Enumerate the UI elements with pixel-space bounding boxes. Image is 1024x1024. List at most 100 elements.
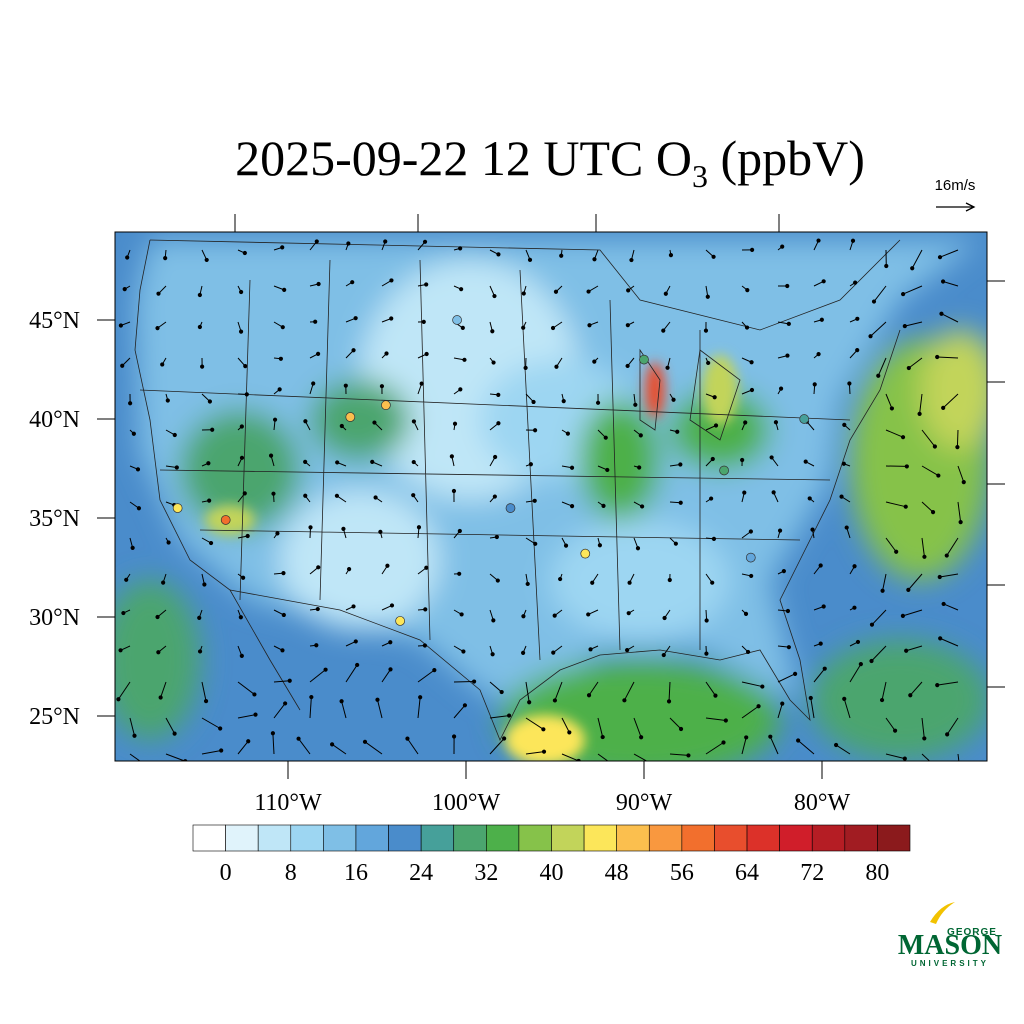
colorbar-box bbox=[551, 824, 585, 852]
wind-arrow bbox=[309, 697, 312, 719]
colorbar-box bbox=[486, 824, 520, 852]
wind-arrow-head bbox=[713, 423, 719, 428]
wind-arrow-head bbox=[748, 529, 753, 534]
wind-arrow-head bbox=[889, 406, 895, 411]
wind-arrow-head bbox=[892, 728, 898, 733]
wind-arrow bbox=[705, 742, 724, 755]
wind-arrow-head bbox=[156, 650, 161, 655]
wind-arrow-head bbox=[411, 419, 417, 424]
wind-arrow-head bbox=[278, 356, 283, 361]
wind-arrow-head bbox=[388, 640, 393, 645]
wind-arrow-head bbox=[590, 580, 595, 585]
wind-arrow-head bbox=[492, 494, 497, 499]
colorbar-box bbox=[746, 824, 780, 852]
colorbar-label: 56 bbox=[670, 860, 694, 886]
logo-mark bbox=[930, 902, 955, 924]
wind-arrow-head bbox=[781, 568, 786, 574]
colorbar-label: 72 bbox=[800, 860, 824, 886]
wind-arrow-head bbox=[458, 387, 463, 392]
wind-arrow-head bbox=[411, 459, 416, 465]
wind-arrow-head bbox=[118, 323, 123, 328]
wind-arrow-head bbox=[116, 697, 121, 702]
wind-arrow-head bbox=[422, 239, 428, 244]
wind-arrow-head bbox=[239, 653, 244, 659]
wind-arrow-head bbox=[743, 420, 748, 425]
wind-arrow-head bbox=[807, 496, 812, 501]
wind-arrow-head bbox=[339, 423, 344, 429]
wind-arrow bbox=[129, 753, 141, 761]
wind-arrow-head bbox=[335, 460, 340, 465]
wind-arrow-head bbox=[853, 280, 858, 285]
wind-arrow-head bbox=[462, 703, 468, 708]
wind-arrow bbox=[741, 737, 747, 755]
wind-arrow-head bbox=[777, 528, 783, 533]
wind-arrow-head bbox=[424, 282, 429, 287]
wind-arrow-head bbox=[131, 431, 136, 436]
colorbar-box bbox=[453, 824, 487, 852]
wind-arrow-head bbox=[372, 420, 377, 425]
wind-arrow-head bbox=[239, 424, 244, 429]
wind-vectors bbox=[116, 238, 966, 761]
boundaries bbox=[134, 239, 901, 741]
wind-arrow-head bbox=[819, 317, 824, 322]
stations bbox=[172, 315, 810, 626]
wind-arrow bbox=[881, 681, 887, 701]
colorbar-label: 8 bbox=[285, 860, 297, 886]
wind-arrow-head bbox=[743, 611, 749, 616]
wind-arrow bbox=[921, 753, 931, 761]
wind-arrow-head bbox=[462, 357, 467, 362]
wind-arrow-head bbox=[172, 731, 177, 736]
station bbox=[381, 400, 391, 410]
wind-arrow bbox=[237, 714, 256, 719]
wind-arrow-head bbox=[490, 652, 495, 657]
wind-arrow-head bbox=[625, 323, 630, 328]
wind-arrow-head bbox=[592, 359, 597, 364]
wind-arrow-head bbox=[904, 464, 909, 469]
wind-arrow-head bbox=[773, 420, 779, 425]
wind-arrow-head bbox=[459, 287, 464, 292]
wind-arrow bbox=[160, 681, 167, 698]
wind-arrow bbox=[777, 703, 783, 719]
lat-tick-label: 45°N bbox=[29, 308, 80, 334]
wind-arrow-head bbox=[282, 287, 287, 292]
wind-arrow-head bbox=[491, 360, 496, 365]
wind-arrow-head bbox=[218, 726, 223, 731]
wind-arrow-head bbox=[822, 666, 827, 671]
wind-arrow-head bbox=[541, 727, 546, 732]
wind-arrow-head bbox=[238, 329, 244, 334]
wind-arrow-head bbox=[379, 384, 385, 389]
wind-arrow-head bbox=[207, 498, 212, 503]
wind-arrow-head bbox=[120, 363, 125, 368]
wind-arrow bbox=[885, 717, 896, 731]
wind-arrow bbox=[871, 609, 887, 626]
station bbox=[745, 552, 756, 563]
colorbar: 0 8 16 24 32 40 48 56 64 72 80 bbox=[192, 824, 911, 886]
wind-arrow-head bbox=[686, 753, 691, 758]
wind-arrow bbox=[597, 717, 604, 738]
logo-main: MASON bbox=[898, 930, 1002, 961]
station bbox=[580, 548, 591, 559]
wind-arrow-head bbox=[528, 462, 533, 467]
wind-arrow bbox=[908, 357, 923, 369]
wind-arrow bbox=[525, 751, 545, 755]
wind-arrow-head bbox=[202, 582, 207, 587]
wind-arrow bbox=[525, 717, 544, 730]
wind-arrow bbox=[885, 393, 893, 409]
wind-arrow bbox=[921, 537, 925, 557]
wind-arrow-head bbox=[600, 734, 605, 740]
logo-top: GEORGE bbox=[947, 927, 997, 938]
wind-arrow-head bbox=[917, 411, 922, 416]
title-units: (ppbV) bbox=[708, 130, 865, 186]
wind-arrow-head bbox=[780, 244, 785, 249]
wind-arrow-head bbox=[935, 683, 940, 688]
wind-arrow-head bbox=[626, 611, 631, 616]
wind-arrow bbox=[331, 743, 347, 755]
colorbar-box bbox=[714, 824, 748, 852]
wind-arrow-head bbox=[666, 699, 672, 704]
wind-arrow bbox=[345, 664, 358, 683]
wind-arrow-head bbox=[793, 671, 798, 676]
wind-arrow-head bbox=[280, 245, 285, 250]
wind-arrow-head bbox=[780, 701, 785, 706]
wind-arrow bbox=[810, 697, 815, 719]
